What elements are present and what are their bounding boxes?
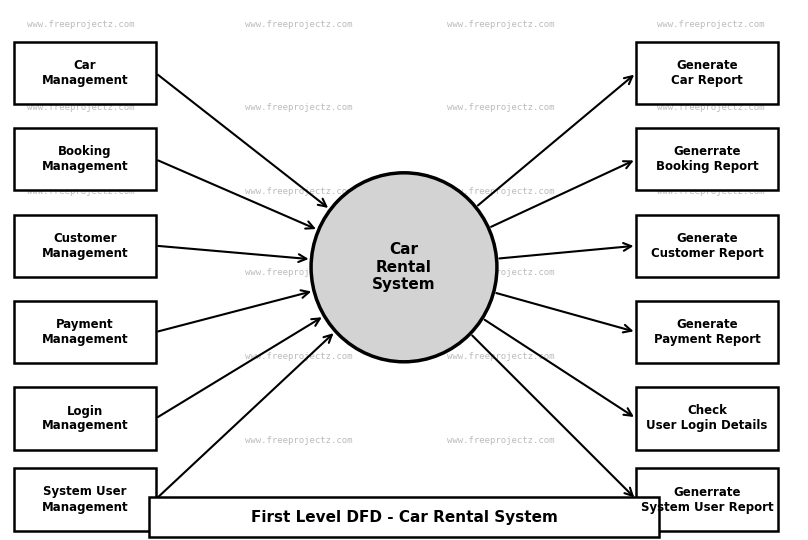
- Text: www.freeprojectz.com: www.freeprojectz.com: [27, 352, 135, 361]
- Text: www.freeprojectz.com: www.freeprojectz.com: [447, 20, 555, 29]
- Text: www.freeprojectz.com: www.freeprojectz.com: [447, 519, 555, 528]
- Text: www.freeprojectz.com: www.freeprojectz.com: [657, 104, 765, 112]
- Text: www.freeprojectz.com: www.freeprojectz.com: [447, 436, 555, 444]
- FancyBboxPatch shape: [637, 128, 777, 191]
- Text: First Level DFD - Car Rental System: First Level DFD - Car Rental System: [250, 510, 558, 524]
- Text: www.freeprojectz.com: www.freeprojectz.com: [27, 20, 135, 29]
- Text: Generate
Car Report: Generate Car Report: [671, 59, 743, 87]
- FancyBboxPatch shape: [15, 128, 155, 191]
- FancyBboxPatch shape: [637, 214, 777, 276]
- Text: www.freeprojectz.com: www.freeprojectz.com: [245, 20, 353, 29]
- Text: Generate
Customer Report: Generate Customer Report: [650, 232, 764, 260]
- Text: www.freeprojectz.com: www.freeprojectz.com: [245, 436, 353, 444]
- Text: www.freeprojectz.com: www.freeprojectz.com: [657, 20, 765, 29]
- FancyBboxPatch shape: [637, 42, 777, 104]
- Text: Booking
Management: Booking Management: [41, 145, 128, 173]
- FancyBboxPatch shape: [149, 497, 659, 537]
- Text: www.freeprojectz.com: www.freeprojectz.com: [657, 352, 765, 361]
- Text: www.freeprojectz.com: www.freeprojectz.com: [447, 352, 555, 361]
- Text: www.freeprojectz.com: www.freeprojectz.com: [447, 104, 555, 112]
- Text: www.freeprojectz.com: www.freeprojectz.com: [245, 104, 353, 112]
- Text: www.freeprojectz.com: www.freeprojectz.com: [447, 187, 555, 196]
- FancyBboxPatch shape: [637, 301, 777, 363]
- Text: www.freeprojectz.com: www.freeprojectz.com: [657, 268, 765, 277]
- Text: Customer
Management: Customer Management: [41, 232, 128, 260]
- FancyBboxPatch shape: [15, 42, 155, 104]
- Text: www.freeprojectz.com: www.freeprojectz.com: [447, 268, 555, 277]
- Text: Payment
Management: Payment Management: [41, 318, 128, 346]
- Text: www.freeprojectz.com: www.freeprojectz.com: [245, 519, 353, 528]
- Text: www.freeprojectz.com: www.freeprojectz.com: [27, 104, 135, 112]
- FancyBboxPatch shape: [15, 388, 155, 449]
- Text: www.freeprojectz.com: www.freeprojectz.com: [27, 519, 135, 528]
- Text: Car
Rental
System: Car Rental System: [372, 242, 436, 292]
- Text: www.freeprojectz.com: www.freeprojectz.com: [657, 519, 765, 528]
- FancyBboxPatch shape: [15, 468, 155, 530]
- Text: www.freeprojectz.com: www.freeprojectz.com: [27, 268, 135, 277]
- Text: System User
Management: System User Management: [41, 485, 128, 514]
- Text: Login
Management: Login Management: [41, 404, 128, 433]
- FancyBboxPatch shape: [637, 388, 777, 449]
- Text: Generrate
Booking Report: Generrate Booking Report: [655, 145, 759, 173]
- Text: www.freeprojectz.com: www.freeprojectz.com: [27, 187, 135, 196]
- Text: www.freeprojectz.com: www.freeprojectz.com: [657, 436, 765, 444]
- Text: Generrate
System User Report: Generrate System User Report: [641, 485, 773, 514]
- FancyBboxPatch shape: [15, 301, 155, 363]
- FancyBboxPatch shape: [15, 214, 155, 276]
- Text: Check
User Login Details: Check User Login Details: [646, 404, 768, 433]
- Text: www.freeprojectz.com: www.freeprojectz.com: [245, 268, 353, 277]
- Text: www.freeprojectz.com: www.freeprojectz.com: [245, 187, 353, 196]
- Text: Generate
Payment Report: Generate Payment Report: [654, 318, 760, 346]
- Text: www.freeprojectz.com: www.freeprojectz.com: [27, 436, 135, 444]
- Text: www.freeprojectz.com: www.freeprojectz.com: [657, 187, 765, 196]
- Text: www.freeprojectz.com: www.freeprojectz.com: [245, 352, 353, 361]
- FancyBboxPatch shape: [637, 468, 777, 530]
- Ellipse shape: [311, 173, 497, 362]
- Text: Car
Management: Car Management: [41, 59, 128, 87]
